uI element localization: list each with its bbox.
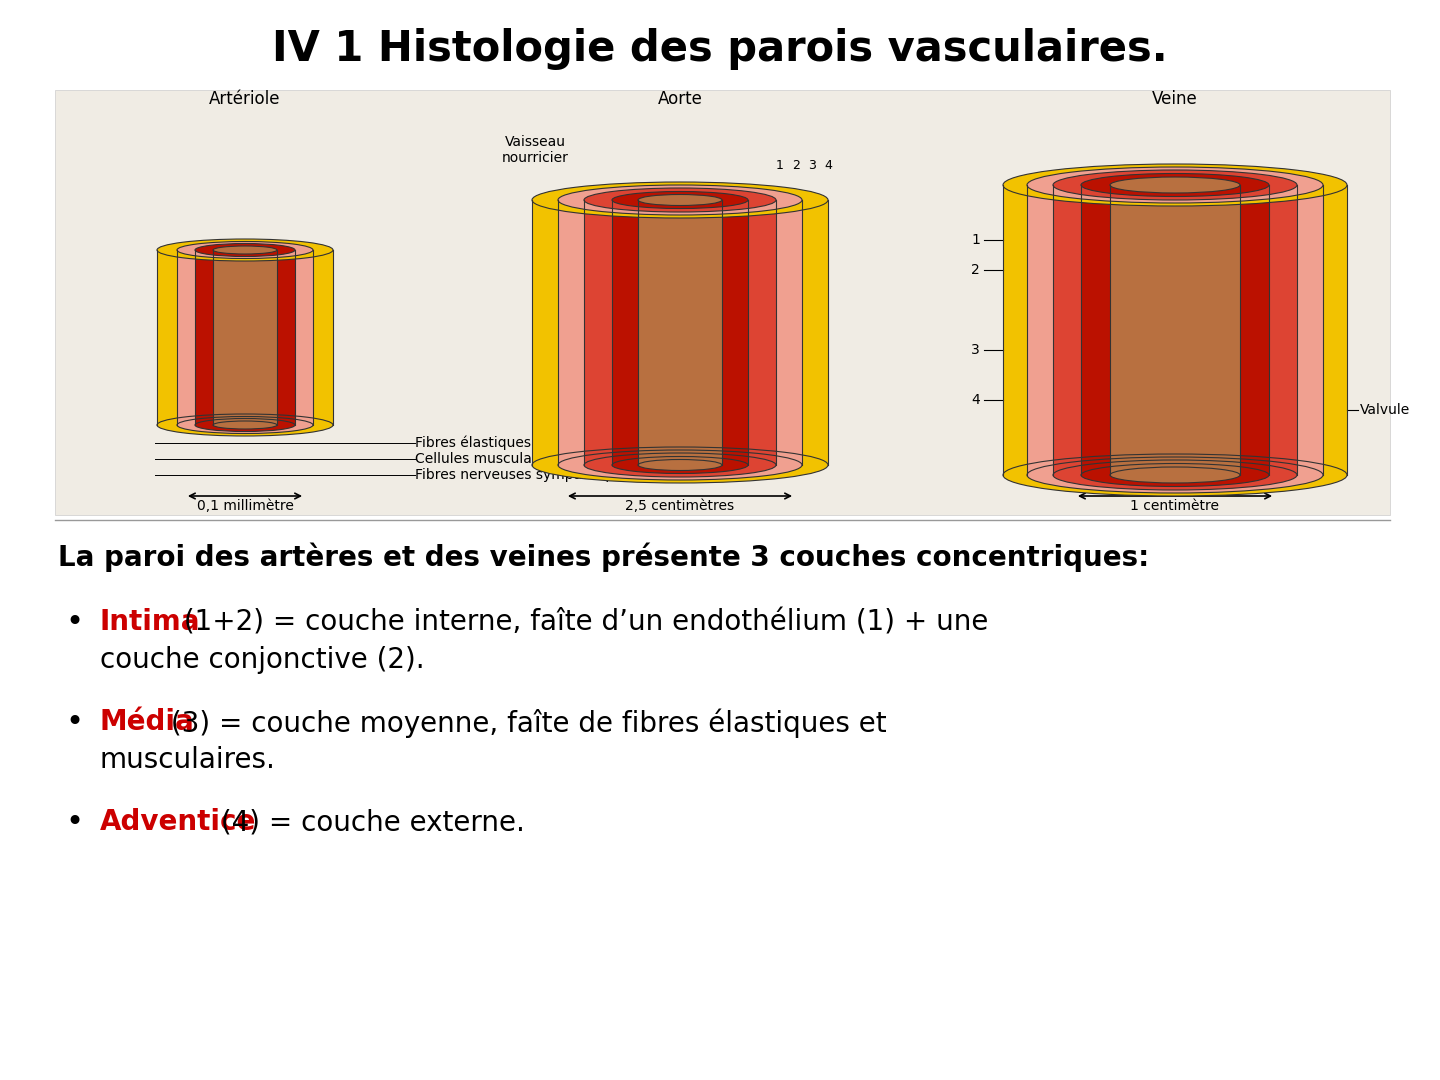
Text: Valvule: Valvule xyxy=(1359,403,1410,417)
Ellipse shape xyxy=(1110,467,1240,483)
Text: (1+2) = couche interne, faîte d’un endothélium (1) + une: (1+2) = couche interne, faîte d’un endot… xyxy=(176,608,988,636)
Text: (3) = couche moyenne, faîte de fibres élastiques et: (3) = couche moyenne, faîte de fibres él… xyxy=(163,708,887,738)
Ellipse shape xyxy=(157,239,333,261)
Ellipse shape xyxy=(1081,174,1269,197)
Ellipse shape xyxy=(1027,457,1323,492)
Ellipse shape xyxy=(177,242,312,258)
Ellipse shape xyxy=(1110,177,1240,193)
Text: 2: 2 xyxy=(792,159,801,172)
Bar xyxy=(1081,185,1269,475)
Ellipse shape xyxy=(1053,170,1297,200)
Bar xyxy=(1004,185,1346,475)
Bar xyxy=(585,200,776,465)
Bar xyxy=(638,200,721,465)
Ellipse shape xyxy=(559,185,802,215)
Text: IV 1 Histologie des parois vasculaires.: IV 1 Histologie des parois vasculaires. xyxy=(272,28,1168,70)
Text: 2: 2 xyxy=(971,264,981,276)
Ellipse shape xyxy=(1053,460,1297,490)
Ellipse shape xyxy=(531,447,828,483)
Text: 0,1 millimètre: 0,1 millimètre xyxy=(197,499,294,513)
Text: •: • xyxy=(65,608,84,637)
Ellipse shape xyxy=(638,459,721,471)
Ellipse shape xyxy=(213,246,276,254)
Ellipse shape xyxy=(585,188,776,212)
Text: Média: Média xyxy=(99,708,194,735)
Text: musculaires.: musculaires. xyxy=(99,746,276,774)
Text: Cellules musculaires: Cellules musculaires xyxy=(415,453,557,465)
Ellipse shape xyxy=(585,453,776,477)
Bar xyxy=(612,200,747,465)
Ellipse shape xyxy=(531,183,828,218)
Text: 2,5 centimètres: 2,5 centimètres xyxy=(625,499,734,513)
Ellipse shape xyxy=(177,417,312,433)
Text: Fibres nerveuses sympathiques: Fibres nerveuses sympathiques xyxy=(415,468,634,482)
Ellipse shape xyxy=(559,450,802,480)
Text: 4: 4 xyxy=(971,393,981,407)
Ellipse shape xyxy=(213,421,276,429)
Text: Veine: Veine xyxy=(1152,90,1198,108)
Bar xyxy=(157,249,333,426)
Bar xyxy=(194,249,295,426)
Text: couche conjonctive (2).: couche conjonctive (2). xyxy=(99,646,425,674)
Ellipse shape xyxy=(1004,454,1346,496)
Bar xyxy=(177,249,312,426)
Text: Intima: Intima xyxy=(99,608,200,636)
Ellipse shape xyxy=(1027,167,1323,203)
Bar xyxy=(213,249,276,426)
Text: •: • xyxy=(65,808,84,837)
Bar xyxy=(55,90,1390,515)
Text: 1 centimètre: 1 centimètre xyxy=(1130,499,1220,513)
Text: (4) = couche externe.: (4) = couche externe. xyxy=(213,808,526,836)
Ellipse shape xyxy=(194,418,295,432)
Bar xyxy=(1110,185,1240,475)
Text: Adventice: Adventice xyxy=(99,808,256,836)
Ellipse shape xyxy=(194,243,295,256)
Text: La paroi des artères et des veines présente 3 couches concentriques:: La paroi des artères et des veines prése… xyxy=(58,542,1149,571)
Text: 3: 3 xyxy=(971,343,981,357)
Bar xyxy=(1027,185,1323,475)
Text: 4: 4 xyxy=(824,159,832,172)
Text: Vaisseau
nourricier: Vaisseau nourricier xyxy=(501,135,569,165)
Bar xyxy=(1053,185,1297,475)
Text: 1: 1 xyxy=(971,233,981,247)
Bar xyxy=(559,200,802,465)
Text: Artériole: Artériole xyxy=(209,90,281,108)
Text: 1: 1 xyxy=(776,159,783,172)
Ellipse shape xyxy=(612,191,747,208)
Text: •: • xyxy=(65,708,84,737)
Ellipse shape xyxy=(1081,463,1269,486)
Text: Aorte: Aorte xyxy=(658,90,703,108)
Ellipse shape xyxy=(638,194,721,205)
Ellipse shape xyxy=(1004,164,1346,206)
Ellipse shape xyxy=(612,457,747,473)
Ellipse shape xyxy=(157,414,333,436)
Text: Fibres élastiques: Fibres élastiques xyxy=(415,435,531,450)
Text: 3: 3 xyxy=(808,159,816,172)
Bar xyxy=(531,200,828,465)
